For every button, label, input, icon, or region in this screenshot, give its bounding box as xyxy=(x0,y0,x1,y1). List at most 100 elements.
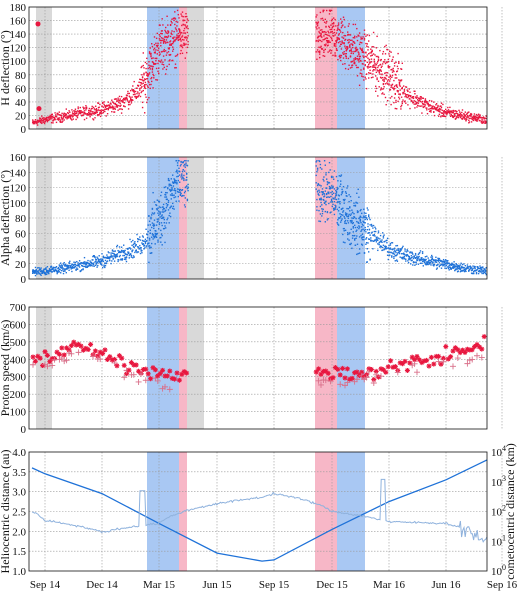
data-point xyxy=(323,49,325,52)
data-point xyxy=(173,17,175,19)
data-point xyxy=(50,121,53,124)
plot-frame xyxy=(28,156,488,280)
data-point xyxy=(354,216,356,219)
data-point xyxy=(139,244,141,247)
data-point xyxy=(424,256,427,258)
data-point xyxy=(352,36,354,39)
data-point xyxy=(76,260,78,263)
data-point xyxy=(389,80,391,82)
data-point xyxy=(185,26,187,28)
data-point xyxy=(164,210,166,212)
data-point xyxy=(57,113,59,116)
data-point xyxy=(468,119,470,121)
data-point xyxy=(435,259,437,261)
data-point xyxy=(400,68,403,70)
data-point xyxy=(77,114,79,116)
data-point xyxy=(140,82,142,84)
data-point xyxy=(144,247,146,249)
data-point xyxy=(384,240,386,243)
data-point xyxy=(332,185,334,188)
data-point xyxy=(158,218,160,220)
data-point xyxy=(153,224,156,226)
data-point-star xyxy=(323,368,329,374)
data-point xyxy=(161,234,163,237)
data-point xyxy=(51,117,53,119)
data-point xyxy=(61,266,63,268)
data-point xyxy=(125,258,127,261)
data-point xyxy=(74,263,77,266)
data-point xyxy=(318,46,320,48)
data-point xyxy=(143,248,145,250)
data-point xyxy=(432,108,434,110)
data-point xyxy=(179,189,181,192)
data-point xyxy=(335,190,338,193)
data-point xyxy=(409,107,411,110)
data-point xyxy=(362,55,364,57)
data-point xyxy=(89,260,91,262)
data-point-star xyxy=(378,366,384,372)
data-point xyxy=(141,65,143,68)
data-point xyxy=(330,211,332,213)
data-point xyxy=(134,90,137,93)
data-point xyxy=(358,84,361,87)
y-tick-label: 300 xyxy=(10,372,27,384)
x-tick-label: Jun 16 xyxy=(431,579,461,591)
data-point xyxy=(99,260,101,263)
data-point xyxy=(163,38,165,41)
data-point xyxy=(344,198,346,201)
data-point xyxy=(375,55,378,58)
data-point xyxy=(42,269,44,272)
data-point xyxy=(465,270,467,273)
data-point xyxy=(178,200,180,202)
data-point xyxy=(155,233,157,235)
data-point xyxy=(185,43,187,45)
data-point xyxy=(171,30,173,32)
data-point xyxy=(57,266,60,269)
data-point xyxy=(147,75,149,77)
data-point xyxy=(429,261,431,264)
data-point xyxy=(34,270,37,273)
data-point xyxy=(380,240,382,243)
data-point xyxy=(35,268,37,271)
data-point xyxy=(482,270,485,272)
data-point xyxy=(470,113,473,115)
data-point xyxy=(176,188,179,190)
data-point xyxy=(155,230,157,232)
data-point xyxy=(380,77,382,79)
data-point xyxy=(438,113,441,116)
data-point xyxy=(321,17,324,20)
data-point-star xyxy=(340,365,346,371)
data-point xyxy=(144,93,147,96)
data-point xyxy=(328,35,331,37)
data-point xyxy=(337,27,339,29)
data-point xyxy=(387,58,389,61)
data-point xyxy=(454,269,456,272)
data-point xyxy=(34,274,37,277)
data-point xyxy=(324,33,326,36)
data-point xyxy=(60,269,63,272)
data-point xyxy=(138,248,140,250)
data-point xyxy=(96,111,98,113)
data-point xyxy=(36,273,38,275)
data-point xyxy=(176,164,179,167)
data-point xyxy=(120,112,123,114)
data-point xyxy=(430,105,432,107)
data-point xyxy=(393,251,395,253)
data-point-star xyxy=(179,371,185,377)
data-point xyxy=(415,97,417,99)
data-point-star xyxy=(354,369,360,375)
data-point xyxy=(131,88,133,91)
data-point xyxy=(477,117,480,120)
data-point xyxy=(358,217,361,219)
data-point xyxy=(144,86,146,89)
data-point xyxy=(175,160,177,162)
data-point xyxy=(375,239,377,241)
data-point xyxy=(62,270,65,272)
data-point xyxy=(141,90,143,93)
y-tick-label: 0 xyxy=(21,424,27,436)
data-point xyxy=(388,76,390,78)
data-point xyxy=(450,114,452,116)
data-point xyxy=(64,112,66,115)
data-point-star xyxy=(160,367,166,373)
data-point xyxy=(160,191,163,193)
